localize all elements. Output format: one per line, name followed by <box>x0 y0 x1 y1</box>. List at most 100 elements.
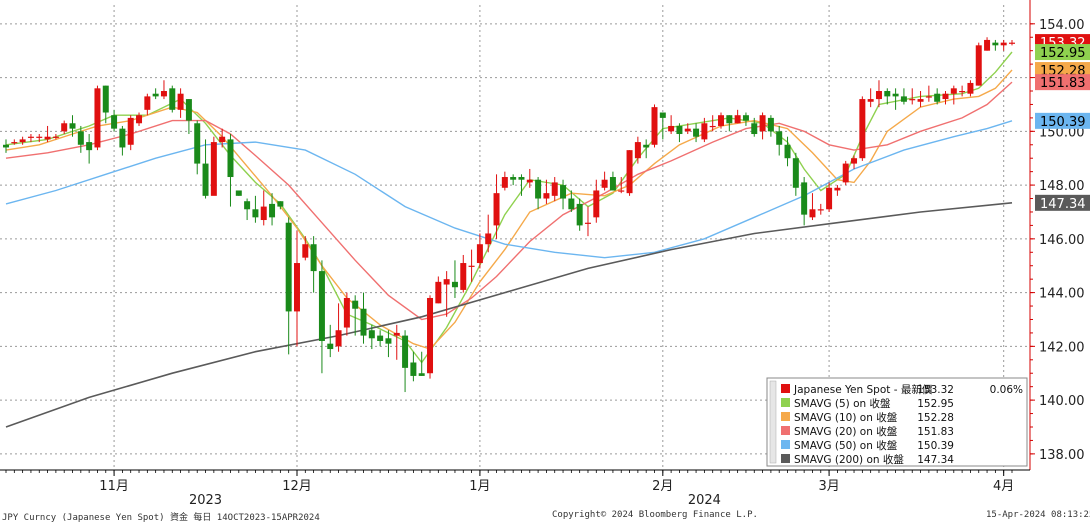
candle-body <box>52 136 59 138</box>
x-year-label: 2023 <box>189 493 222 508</box>
candle-body <box>352 300 359 309</box>
legend-value: 153.32 <box>917 384 954 396</box>
candle-body <box>593 190 600 218</box>
candle-body <box>709 125 716 128</box>
candle-body <box>767 117 774 132</box>
legend-name: SMAVG (5) on 收盤 <box>794 397 891 410</box>
candle-body <box>36 136 43 138</box>
candle-body <box>327 343 334 350</box>
legend-swatch <box>781 412 790 421</box>
candle-body <box>360 308 367 336</box>
candle-body <box>252 209 259 218</box>
legend-swatch <box>781 426 790 435</box>
candle-body <box>601 179 608 188</box>
candle-body <box>402 335 409 368</box>
candle-body <box>659 112 666 118</box>
candle-body <box>792 158 799 188</box>
candle-body <box>809 209 816 218</box>
last-value-box <box>1035 74 1090 91</box>
y-tick-label: 140.00 <box>1039 394 1085 409</box>
candle-body <box>177 93 184 110</box>
candle-body <box>892 93 899 97</box>
candle-body <box>518 177 525 180</box>
candle-body <box>169 88 176 110</box>
last-value-label: 147.34 <box>1040 197 1086 212</box>
legend-swatch <box>781 398 790 407</box>
candle-body <box>734 115 741 124</box>
y-tick-label: 150.00 <box>1039 125 1085 140</box>
candle-body <box>119 128 126 148</box>
x-month-label: 4月 <box>993 479 1014 494</box>
candle-body <box>684 128 691 132</box>
candle-body <box>693 128 700 137</box>
candle-body <box>485 233 492 245</box>
y-tick-label: 144.00 <box>1039 287 1085 302</box>
candle-body <box>984 39 991 51</box>
candle-body <box>701 123 708 140</box>
candle-body <box>651 107 658 145</box>
last-value-label: 151.83 <box>1040 76 1086 91</box>
candle-body <box>1000 42 1007 46</box>
candle-body <box>235 190 242 196</box>
candle-body <box>368 330 375 339</box>
candle-body <box>44 136 51 140</box>
candle-body <box>1009 42 1015 44</box>
candle-body <box>61 123 68 132</box>
y-tick-label: 138.00 <box>1039 448 1085 463</box>
candle-body <box>102 85 109 113</box>
candle-body <box>875 91 882 100</box>
legend-value: 150.39 <box>917 440 954 452</box>
candle-body <box>909 99 916 101</box>
candle-body <box>526 179 533 183</box>
candle-body <box>917 99 924 102</box>
y-tick-label: 154.00 <box>1039 18 1085 33</box>
candle-body <box>950 88 957 94</box>
legend-value: 152.95 <box>917 398 954 410</box>
candle-body <box>817 209 824 211</box>
candle-body <box>884 91 891 97</box>
candle-body <box>427 297 434 374</box>
candle-body <box>718 115 725 126</box>
last-value-label: 152.95 <box>1040 46 1086 61</box>
legend-handle <box>769 380 777 464</box>
candle-body <box>776 131 783 145</box>
candle-body <box>202 163 209 196</box>
candle-body <box>925 96 932 98</box>
legend-change: 0.06% <box>990 384 1023 396</box>
last-value-box <box>1035 62 1090 79</box>
candle-body <box>934 93 941 102</box>
candle-body <box>277 201 284 207</box>
footer-left: JPY Curncy (Japanese Yen Spot) 資金 每日 14O… <box>2 513 320 523</box>
candle-body <box>834 187 841 191</box>
x-month-label: 1月 <box>469 479 490 494</box>
candle-body <box>111 115 118 129</box>
candle-body <box>493 193 500 226</box>
candle-body <box>3 144 9 148</box>
candle-body <box>751 123 758 135</box>
candle-body <box>609 177 616 191</box>
candle-body <box>11 142 18 144</box>
candle-body <box>94 88 101 148</box>
candle-body <box>285 222 292 312</box>
candle-body <box>335 330 342 347</box>
series-line <box>5 120 1013 259</box>
legend-name: SMAVG (200) on 收盤 <box>794 453 904 466</box>
candle-body <box>385 338 392 344</box>
candle-body <box>584 222 591 224</box>
legend-box <box>766 377 1028 467</box>
candle-body <box>293 263 300 312</box>
legend-value: 151.83 <box>917 426 954 438</box>
legend-name: SMAVG (50) on 收盤 <box>794 439 898 452</box>
candle-body <box>86 142 93 151</box>
candle-body <box>410 362 417 376</box>
last-value-box <box>1035 112 1090 129</box>
x-year-label: 2024 <box>688 493 721 508</box>
candle-body <box>468 265 475 267</box>
candle-body <box>510 177 517 180</box>
candle-body <box>634 142 641 159</box>
candle-body <box>668 125 675 132</box>
candle-body <box>851 158 858 164</box>
candle-body <box>27 136 34 138</box>
candle-body <box>210 142 217 196</box>
